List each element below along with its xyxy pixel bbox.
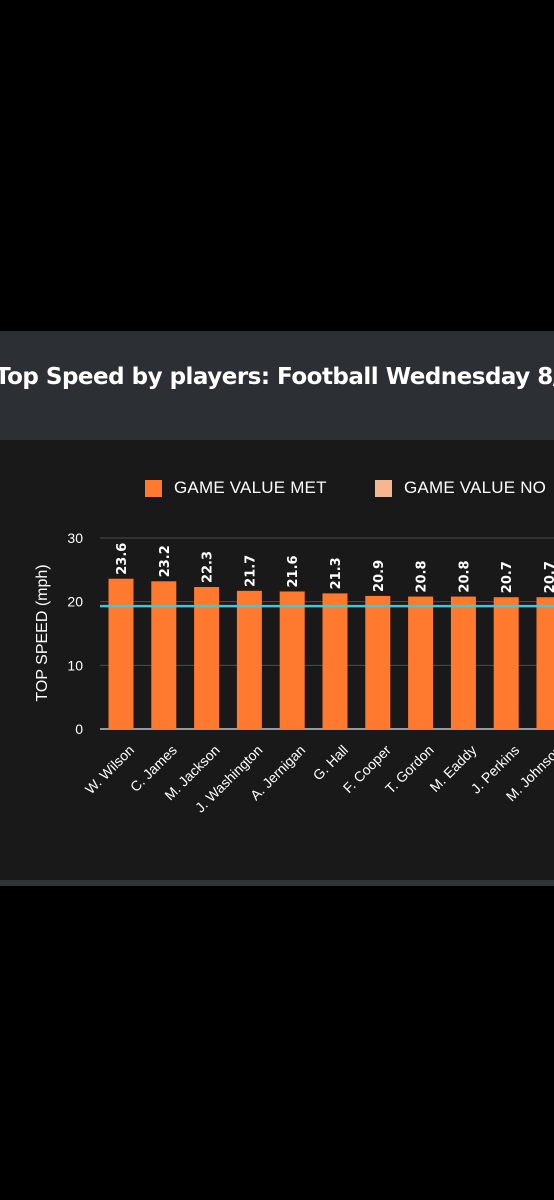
bar[interactable] (536, 597, 554, 729)
bar[interactable] (450, 596, 476, 729)
y-tick-label: 20 (67, 594, 83, 610)
bar[interactable] (493, 597, 519, 729)
value-label: 21.7 (243, 555, 258, 587)
bar-chart: 0 10 20 30 23.6 23.2 22.3 21.7 21.6 21.3 20.9 20.8… (34, 530, 554, 816)
bar[interactable] (194, 587, 220, 729)
value-label: 21.6 (286, 555, 301, 587)
bar[interactable] (365, 595, 391, 729)
y-tick-label: 0 (75, 721, 83, 737)
chart-legend: GAME VALUE MET GAME VALUE NO (0, 478, 554, 500)
value-label: 22.3 (201, 551, 216, 583)
y-axis-title: TOP SPEED (mph) (34, 564, 51, 701)
value-label: 23.2 (158, 545, 173, 577)
value-label: 20.7 (543, 561, 554, 593)
y-tick-label: 30 (67, 530, 83, 546)
card-header: Top Speed by players: Football Wednesday… (0, 331, 554, 440)
bar[interactable] (236, 590, 262, 729)
value-label: 20.8 (415, 560, 430, 592)
value-label: 20.7 (500, 561, 515, 593)
value-label: 21.3 (329, 557, 344, 589)
legend-label: GAME VALUE MET (174, 478, 327, 497)
legend-label: GAME VALUE NO (404, 478, 547, 497)
legend-item-game-value-met[interactable]: GAME VALUE MET (145, 478, 327, 498)
legend-swatch (375, 479, 392, 497)
legend-swatch (145, 479, 162, 497)
bar[interactable] (108, 578, 134, 729)
bar[interactable] (322, 593, 348, 729)
value-label: 23.6 (115, 543, 130, 575)
y-axis: 0 10 20 30 (67, 530, 83, 737)
card-bottom-border (0, 880, 554, 886)
value-labels: 23.6 23.2 22.3 21.7 21.6 21.3 20.9 20.8 20.8 20.7… (115, 543, 554, 594)
bar[interactable] (151, 581, 177, 729)
chart-card: Top Speed by players: Football Wednesday… (0, 331, 554, 886)
chart-title: Top Speed by players: Football Wednesday… (0, 364, 554, 390)
legend-item-game-value-not-met[interactable]: GAME VALUE NO (375, 478, 546, 498)
value-label: 20.9 (372, 560, 387, 592)
bars (108, 578, 554, 729)
x-tick-label: W. Wilson (82, 742, 137, 797)
value-label: 20.8 (457, 560, 472, 592)
bar[interactable] (408, 596, 434, 729)
y-tick-label: 10 (67, 657, 83, 673)
bar[interactable] (279, 591, 305, 729)
x-tick-label: G. Hall (310, 742, 352, 784)
